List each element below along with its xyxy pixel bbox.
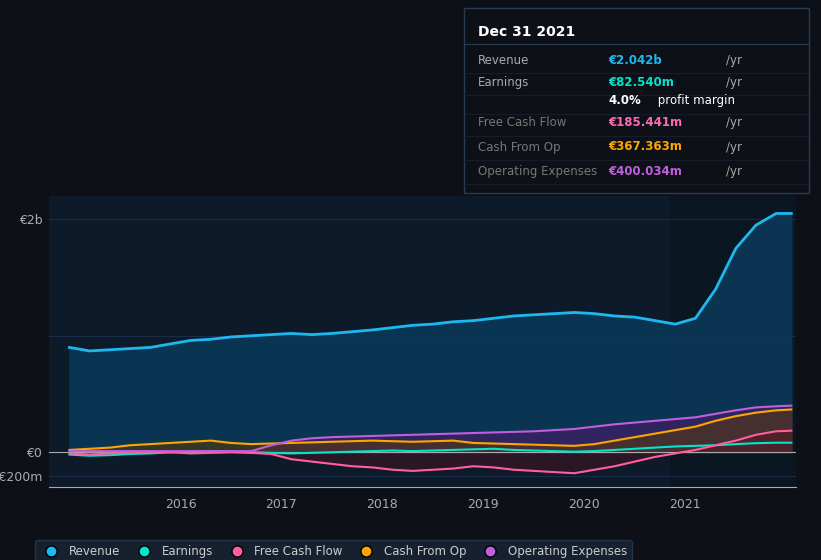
Text: /yr: /yr xyxy=(726,76,742,89)
Text: Operating Expenses: Operating Expenses xyxy=(478,165,597,178)
Text: €400.034m: €400.034m xyxy=(608,165,682,178)
Text: Revenue: Revenue xyxy=(478,54,529,67)
Text: Cash From Op: Cash From Op xyxy=(478,141,560,153)
Text: /yr: /yr xyxy=(726,141,742,153)
Text: Free Cash Flow: Free Cash Flow xyxy=(478,116,566,129)
Text: 4.0%: 4.0% xyxy=(608,94,641,108)
Text: profit margin: profit margin xyxy=(654,94,735,108)
Text: /yr: /yr xyxy=(726,54,742,67)
Text: €82.540m: €82.540m xyxy=(608,76,675,89)
Text: /yr: /yr xyxy=(726,116,742,129)
Legend: Revenue, Earnings, Free Cash Flow, Cash From Op, Operating Expenses: Revenue, Earnings, Free Cash Flow, Cash … xyxy=(34,540,631,560)
Text: €367.363m: €367.363m xyxy=(608,141,682,153)
Text: €2.042b: €2.042b xyxy=(608,54,663,67)
Text: Dec 31 2021: Dec 31 2021 xyxy=(478,25,575,39)
Text: €185.441m: €185.441m xyxy=(608,116,683,129)
Text: Earnings: Earnings xyxy=(478,76,529,89)
Text: /yr: /yr xyxy=(726,165,742,178)
Bar xyxy=(670,196,796,487)
